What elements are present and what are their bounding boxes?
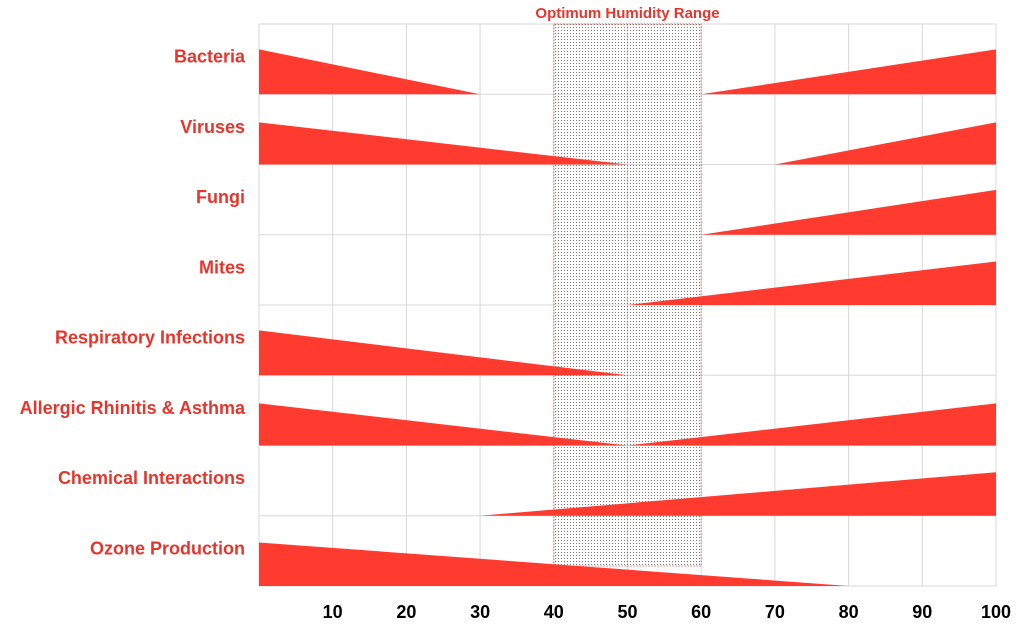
row-label: Mites — [199, 257, 245, 277]
row-label: Allergic Rhinitis & Asthma — [20, 398, 246, 418]
risk-wedge — [259, 403, 628, 446]
risk-wedge — [627, 261, 996, 305]
x-tick-label: 60 — [691, 602, 711, 622]
x-tick-label: 50 — [617, 602, 637, 622]
row-label: Ozone Production — [90, 538, 245, 558]
risk-wedge — [701, 49, 996, 95]
x-tick-label: 40 — [544, 602, 564, 622]
x-tick-label: 90 — [912, 602, 932, 622]
x-tick-label: 80 — [839, 602, 859, 622]
risk-wedge — [701, 189, 996, 235]
optimum-band-group: Optimum Humidity Range — [535, 5, 720, 567]
x-tick-label: 70 — [765, 602, 785, 622]
x-tick-label: 30 — [470, 602, 490, 622]
x-tick-label: 10 — [323, 602, 343, 622]
row-label: Chemical Interactions — [58, 468, 245, 488]
x-tick-label: 100 — [981, 602, 1011, 622]
risk-wedge — [774, 122, 996, 165]
row-labels: Bacteria Viruses Fungi Mites Respiratory Inf… — [20, 47, 246, 559]
x-tick-labels: 10 20 30 40 50 60 70 80 90 100 — [323, 602, 1011, 622]
risk-wedge — [259, 49, 481, 95]
row-label: Viruses — [180, 117, 245, 137]
row-label: Bacteria — [174, 47, 246, 67]
risk-wedge — [259, 542, 849, 586]
risk-wedge — [480, 472, 997, 516]
risk-wedge — [259, 330, 628, 376]
risk-wedge — [259, 122, 628, 165]
row-label: Fungi — [196, 187, 245, 207]
risk-wedge — [627, 403, 996, 446]
x-tick-label: 20 — [396, 602, 416, 622]
optimum-range-title: Optimum Humidity Range — [535, 5, 719, 22]
optimum-humidity-band — [553, 23, 702, 567]
wedges — [259, 49, 997, 586]
row-label: Respiratory Infections — [55, 328, 245, 348]
